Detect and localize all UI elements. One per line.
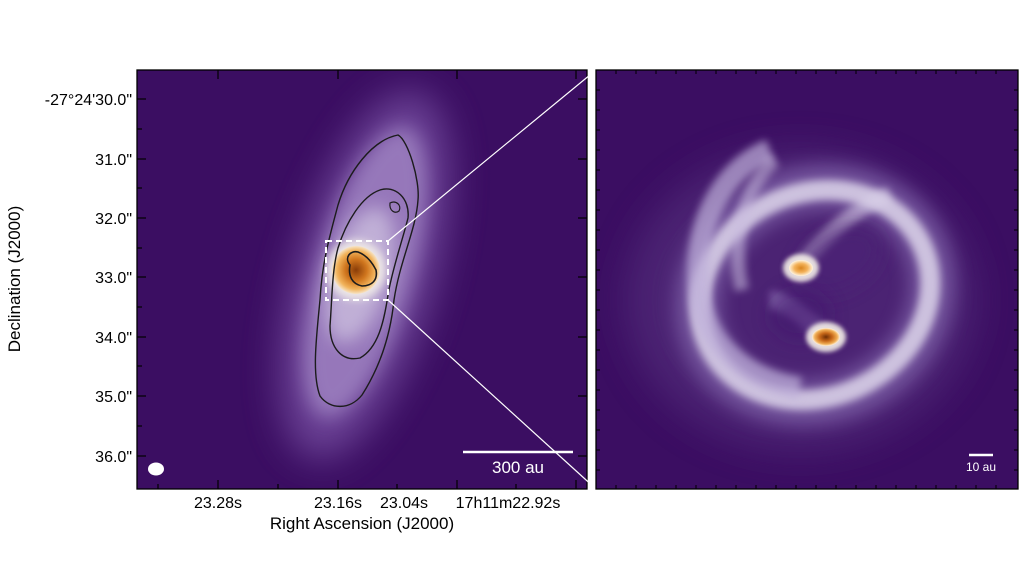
y-tick-label: 35.0" xyxy=(95,389,132,406)
right-panel: 10 au xyxy=(595,69,1019,490)
y-tick-label: 33.0" xyxy=(95,270,132,287)
x-tick-label: 23.04s xyxy=(380,495,428,512)
zoom-connector-lines xyxy=(387,69,597,490)
left-y-tick-labels: -27°24'30.0" 31.0" 32.0" 33.0" 34.0" 35.… xyxy=(45,92,132,466)
contours xyxy=(314,134,419,408)
right-emission: 10 au xyxy=(625,139,996,474)
x-tick-label: 17h11m22.92s xyxy=(456,495,561,512)
y-tick-label: 36.0" xyxy=(95,449,132,466)
right-ticks xyxy=(596,70,1018,489)
left-y-ticks xyxy=(137,98,587,457)
y-tick-label: -27°24'30.0" xyxy=(45,92,132,109)
left-emission: 300 au xyxy=(148,91,573,477)
y-axis-title: Declination (J2000) xyxy=(5,206,24,352)
left-panel-frame xyxy=(136,69,588,490)
left-x-ticks xyxy=(157,70,577,489)
x-tick-label: 23.28s xyxy=(194,495,242,512)
core-blob-a xyxy=(789,260,813,276)
left-x-tick-labels: 23.28s 23.16s 23.04s 17h11m22.92s xyxy=(194,495,560,512)
zoom-region-box xyxy=(325,240,389,301)
y-tick-label: 32.0" xyxy=(95,211,132,228)
y-tick-label: 31.0" xyxy=(95,152,132,169)
left-panel: 300 au -27°24'30.0" xyxy=(5,69,588,533)
core-blob-b xyxy=(812,328,840,346)
scale-bar-label-right: 10 au xyxy=(966,460,996,474)
scale-bar-label-left: 300 au xyxy=(492,458,544,477)
right-panel-frame xyxy=(595,69,1019,490)
x-axis-title: Right Ascension (J2000) xyxy=(270,514,454,533)
y-tick-label: 34.0" xyxy=(95,330,132,347)
beam-ellipse-icon xyxy=(148,462,164,476)
x-tick-label: 23.16s xyxy=(314,495,362,512)
